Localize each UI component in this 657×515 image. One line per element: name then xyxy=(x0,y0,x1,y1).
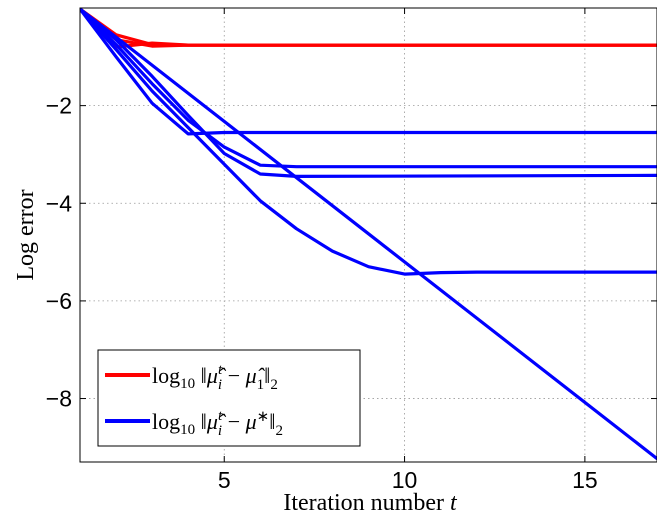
plot-frame xyxy=(79,7,657,463)
y-axis-label: Log error xyxy=(13,189,39,280)
x-tick-label: 5 xyxy=(218,467,231,493)
x-axis-label: Iteration number t xyxy=(283,490,458,515)
x-axis-label-variable: t xyxy=(450,490,458,515)
legend: log10 ‖μ̂it − μ̂1‖2 log10 ‖μ̂it − μ∗‖2 xyxy=(97,349,361,447)
blue-series-line-6 xyxy=(80,8,657,276)
y-tick-label: −4 xyxy=(46,190,72,216)
x-tick-label: 15 xyxy=(572,467,598,493)
y-tick-label: −6 xyxy=(46,288,72,314)
blue-series-line-7 xyxy=(80,8,657,461)
legend-box xyxy=(97,349,361,447)
y-tick-label: −8 xyxy=(46,386,72,412)
ticks: 5 10 15 −2 −4 −6 −8 xyxy=(46,8,657,493)
series-layer xyxy=(80,8,657,461)
x-tick-label: 10 xyxy=(392,467,418,493)
blue-series-line-5 xyxy=(80,8,657,178)
blue-series-line-3 xyxy=(80,8,657,136)
y-tick-label: −2 xyxy=(46,93,72,119)
